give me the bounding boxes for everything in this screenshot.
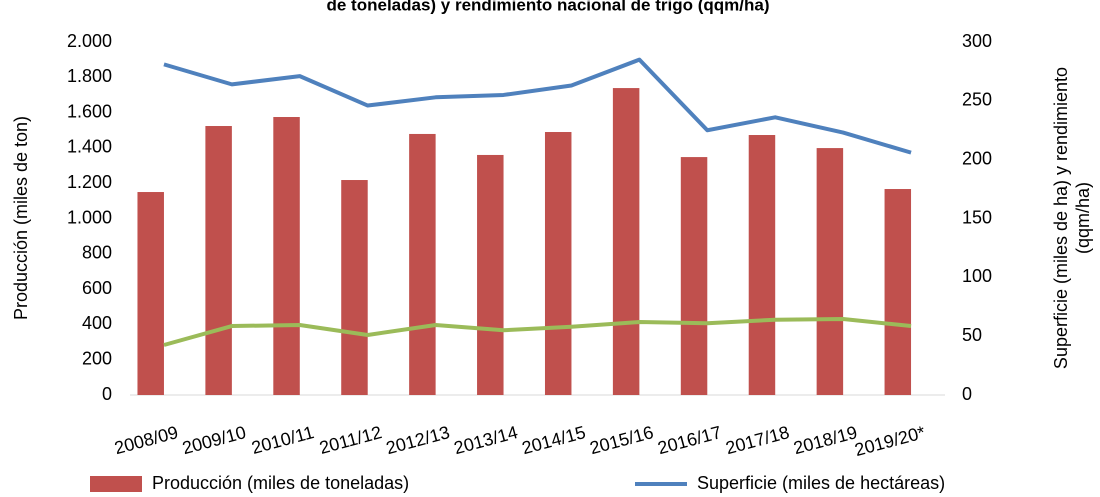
y-tick-label: 1.600 bbox=[67, 101, 112, 121]
y-tick-label: 1.800 bbox=[67, 66, 112, 86]
y-tick-label: 1.400 bbox=[67, 137, 112, 157]
x-tick-label: 2010/11 bbox=[249, 422, 316, 458]
x-tick-label: 2017/18 bbox=[723, 422, 791, 458]
bar bbox=[341, 180, 368, 395]
y-tick-label: 0 bbox=[102, 384, 112, 404]
x-tick-label: 2015/16 bbox=[588, 422, 656, 458]
y2-tick-label: 150 bbox=[962, 207, 992, 227]
bar bbox=[477, 154, 504, 395]
x-tick-label: 2016/17 bbox=[656, 422, 724, 458]
y-tick-label: 200 bbox=[82, 348, 112, 368]
y2-tick-label: 300 bbox=[962, 31, 992, 51]
line bbox=[163, 57, 912, 155]
y2-tick-label: 200 bbox=[962, 148, 992, 168]
y2-tick-label: 0 bbox=[962, 384, 972, 404]
y-tick-label: 1.000 bbox=[67, 207, 112, 227]
bar bbox=[680, 157, 708, 395]
y-axis-label: Producción (miles de ton) bbox=[11, 116, 31, 320]
x-tick-label: 2009/10 bbox=[180, 422, 248, 458]
bar bbox=[748, 135, 776, 395]
legend-swatch bbox=[90, 476, 142, 492]
bar bbox=[409, 133, 436, 396]
x-tick-label: 2013/14 bbox=[452, 422, 520, 458]
y2-tick-label: 100 bbox=[962, 266, 992, 286]
y2-tick-label: 50 bbox=[962, 325, 982, 345]
x-tick-label: 2011/12 bbox=[317, 422, 384, 458]
y-tick-label: 800 bbox=[82, 243, 112, 263]
bar bbox=[816, 148, 844, 395]
y2-tick-label: 250 bbox=[962, 90, 992, 110]
y-tick-label: 2.000 bbox=[67, 31, 112, 51]
bar bbox=[544, 132, 572, 395]
bar bbox=[205, 126, 232, 395]
legend-label: Superficie (miles de hectáreas) bbox=[697, 473, 945, 493]
bar bbox=[884, 189, 912, 395]
y2-axis-label: Superficie (miles de ha) y rendimiento bbox=[1051, 67, 1071, 369]
y-tick-label: 1.200 bbox=[67, 172, 112, 192]
bar bbox=[273, 117, 300, 395]
x-tick-label: 2008/09 bbox=[112, 422, 180, 458]
bar bbox=[137, 192, 164, 395]
legend-label: Producción (miles de toneladas) bbox=[152, 473, 409, 493]
bar bbox=[612, 88, 640, 395]
y2-axis-label: (qqm/ha) bbox=[1073, 182, 1093, 254]
y-tick-label: 400 bbox=[82, 313, 112, 333]
x-tick-label: 2019/20* bbox=[853, 422, 928, 460]
x-tick-label: 2014/15 bbox=[520, 422, 588, 458]
chart-title: de toneladas) y rendimiento nacional de … bbox=[327, 0, 770, 14]
y-tick-label: 600 bbox=[82, 278, 112, 298]
line bbox=[163, 316, 912, 347]
x-tick-label: 2012/13 bbox=[384, 422, 452, 458]
x-tick-label: 2018/19 bbox=[791, 422, 859, 458]
